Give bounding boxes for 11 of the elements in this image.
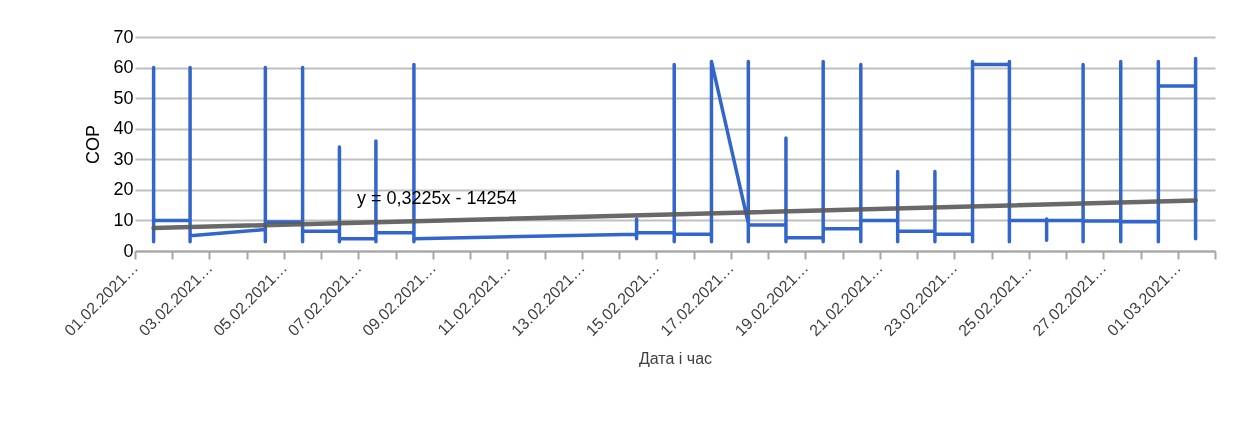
y-tick-label: 60 (113, 57, 134, 78)
y-tick-label: 20 (113, 179, 134, 200)
y-tick-label: 50 (113, 87, 134, 108)
y-axis-title: COP (83, 124, 104, 165)
y-tick-label: 30 (113, 148, 134, 169)
line-series (151, 56, 1198, 244)
y-tick-label: 0 (123, 240, 134, 261)
x-axis-title: Дата і час (638, 350, 713, 368)
y-tick-label: 70 (113, 26, 134, 47)
y-tick-label: 40 (113, 118, 134, 139)
y-tick-label: 10 (113, 209, 134, 230)
